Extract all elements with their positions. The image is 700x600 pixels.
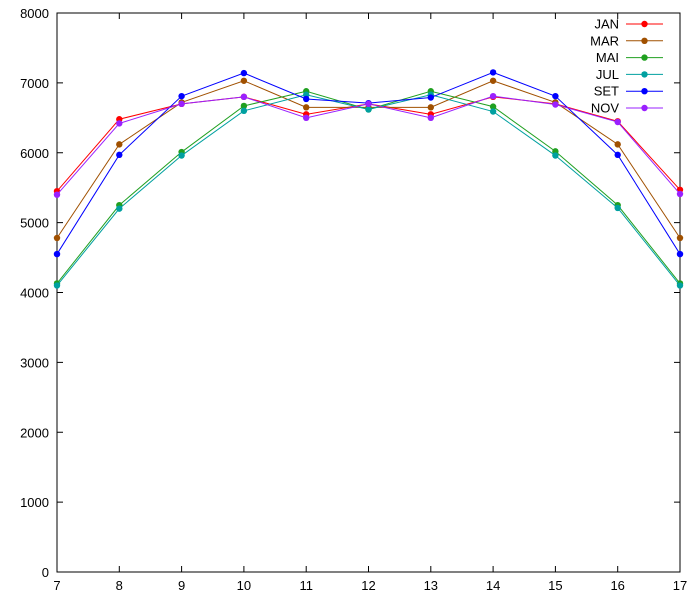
- data-point: [552, 92, 559, 100]
- series-line-set: [56, 71, 681, 255]
- data-point: [53, 282, 61, 289]
- data-point: [365, 100, 372, 108]
- y-tick-label: 1000: [20, 495, 49, 510]
- data-point: [53, 234, 61, 242]
- y-tick-label: 8000: [20, 6, 49, 21]
- data-point: [116, 120, 123, 127]
- legend-label: MAI: [596, 50, 619, 65]
- data-point: [53, 250, 61, 258]
- legend-label: SET: [594, 84, 619, 99]
- y-axis: 0 1000 2000 3000 4000 5000 6000 7000 8000: [20, 6, 680, 580]
- y-tick-label: 5000: [20, 216, 49, 231]
- legend-marker: [641, 54, 648, 61]
- legend-marker: [641, 71, 648, 78]
- data-point: [365, 106, 372, 113]
- series-jul: [53, 91, 684, 289]
- x-tick-label: 13: [424, 578, 438, 593]
- data-point: [240, 93, 248, 101]
- data-point: [240, 77, 248, 84]
- legend-item-jul: JUL: [596, 67, 663, 82]
- y-tick-label: 0: [42, 565, 49, 580]
- x-axis: 7 8 9 10 11 12 13 14 15 16 17: [53, 13, 687, 593]
- data-point: [552, 101, 559, 108]
- data-point: [116, 205, 123, 212]
- data-point: [427, 114, 434, 122]
- data-point: [676, 190, 684, 198]
- data-point: [303, 95, 310, 103]
- y-tick-label: 2000: [20, 425, 49, 440]
- data-point: [116, 141, 123, 148]
- data-point: [489, 77, 497, 84]
- series-nov: [53, 92, 684, 198]
- legend-marker: [641, 104, 648, 112]
- y-tick-label: 6000: [20, 146, 49, 161]
- data-point: [614, 151, 621, 159]
- data-point: [240, 69, 248, 77]
- data-point: [427, 104, 434, 111]
- data-point: [178, 152, 185, 159]
- data-point: [614, 204, 621, 212]
- y-tick-label: 4000: [20, 286, 49, 301]
- y-tick-label: 3000: [20, 355, 49, 370]
- data-point: [489, 108, 497, 115]
- data-point: [240, 107, 248, 115]
- data-point: [178, 100, 185, 108]
- series-line-mai: [56, 90, 681, 284]
- x-tick-label: 12: [361, 578, 375, 593]
- x-tick-label: 11: [299, 578, 313, 593]
- plot-frame: [56, 12, 681, 573]
- x-tick-label: 9: [178, 578, 185, 593]
- data-point: [303, 114, 310, 122]
- legend-label: MAR: [590, 33, 619, 48]
- data-point: [53, 191, 61, 198]
- data-point: [240, 102, 248, 110]
- data-point: [303, 104, 310, 111]
- x-tick-label: 14: [486, 578, 500, 593]
- data-point: [552, 152, 559, 159]
- x-tick-label: 16: [610, 578, 624, 593]
- data-point: [676, 282, 684, 289]
- x-tick-label: 8: [116, 578, 123, 593]
- x-tick-label: 17: [673, 578, 687, 593]
- legend-item-nov: NOV: [591, 101, 663, 116]
- legend-marker: [641, 88, 648, 95]
- legend-marker: [641, 20, 648, 28]
- x-tick-label: 7: [53, 578, 60, 593]
- legend-item-jan: JAN: [594, 17, 663, 32]
- legend-marker: [641, 37, 648, 44]
- data-point: [489, 103, 497, 110]
- series-set: [53, 69, 684, 258]
- data-point: [178, 92, 185, 100]
- legend-label: NOV: [591, 101, 620, 116]
- data-point: [614, 141, 621, 148]
- data-point: [614, 118, 621, 126]
- series-mai: [53, 88, 684, 287]
- y-tick-label: 7000: [20, 76, 49, 91]
- x-tick-label: 15: [548, 578, 562, 593]
- data-point: [427, 94, 434, 101]
- data-point: [116, 151, 123, 159]
- legend-label: JAN: [594, 17, 619, 32]
- data-point: [489, 69, 497, 76]
- series-layer: [53, 69, 684, 289]
- data-point: [676, 250, 684, 258]
- data-point: [676, 234, 684, 242]
- legend-item-mai: MAI: [596, 50, 663, 65]
- legend-label: JUL: [596, 67, 619, 82]
- data-point: [489, 92, 497, 100]
- legend-item-set: SET: [594, 84, 663, 99]
- x-tick-label: 10: [237, 578, 251, 593]
- legend-item-mar: MAR: [590, 33, 663, 48]
